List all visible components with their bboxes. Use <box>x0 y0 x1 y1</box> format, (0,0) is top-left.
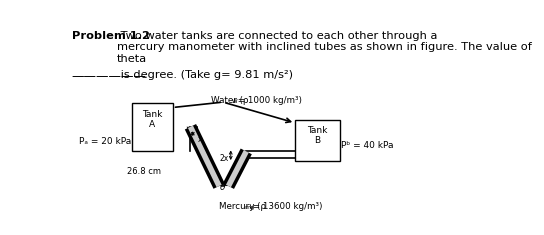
Text: ——————: —————— <box>72 70 147 83</box>
Text: Tank
B: Tank B <box>307 126 327 145</box>
Bar <box>295 120 340 161</box>
Text: = 13600 kg/m³): = 13600 kg/m³) <box>250 202 323 211</box>
Text: = 1000 kg/m³): = 1000 kg/m³) <box>234 96 301 105</box>
Text: 26.8 cm: 26.8 cm <box>127 167 161 176</box>
Text: 2x: 2x <box>220 154 229 163</box>
Text: Two water tanks are connected to each other through a
mercury manometer with inc: Two water tanks are connected to each ot… <box>117 31 531 64</box>
Polygon shape <box>187 127 246 186</box>
Text: Tank
A: Tank A <box>143 110 163 129</box>
Text: w: w <box>232 98 237 104</box>
Text: x: x <box>198 135 203 144</box>
Text: is degree. (Take g= 9.81 m/s²): is degree. (Take g= 9.81 m/s²) <box>117 70 293 80</box>
Text: mg: mg <box>244 204 254 210</box>
Text: Water (ρ: Water (ρ <box>212 96 249 105</box>
Text: θ: θ <box>220 183 225 192</box>
Bar <box>132 103 172 151</box>
Text: Pᵇ = 40 kPa: Pᵇ = 40 kPa <box>341 141 393 150</box>
Text: Pₐ = 20 kPa: Pₐ = 20 kPa <box>79 137 132 146</box>
Text: Problem 1.2: Problem 1.2 <box>72 31 150 40</box>
Text: Mercury (ρ: Mercury (ρ <box>219 202 266 211</box>
